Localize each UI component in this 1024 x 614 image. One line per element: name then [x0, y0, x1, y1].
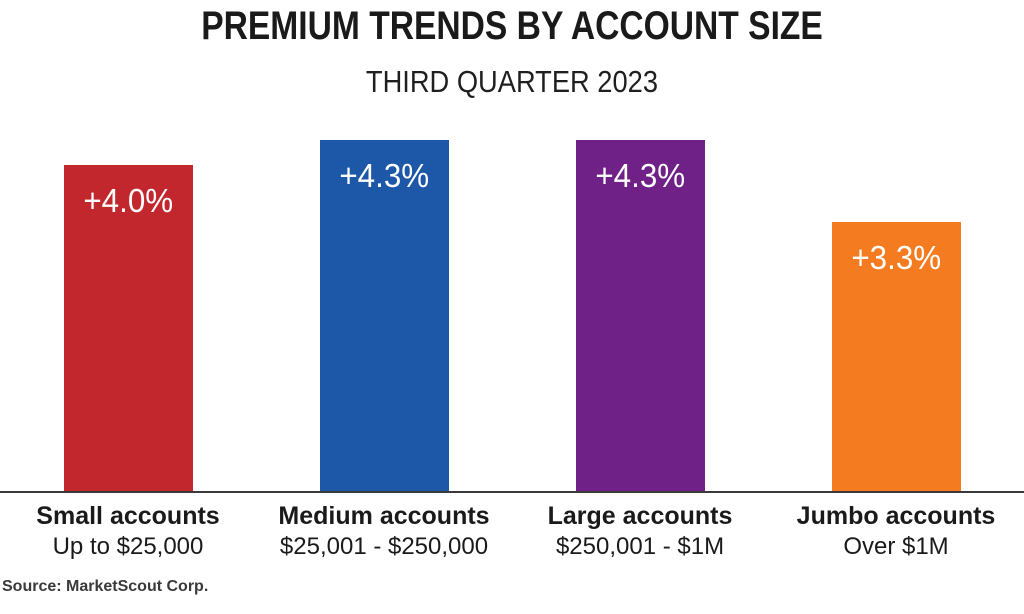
- category-range: $250,001 - $1M: [555, 533, 725, 560]
- x-axis-line: [0, 491, 1024, 493]
- category-range: $25,001 - $250,000: [279, 533, 489, 560]
- bar-value-label: +4.0%: [83, 182, 173, 219]
- bar: +4.3%: [575, 140, 705, 491]
- chart-subtitle-wrap: THIRD QUARTER 2023: [0, 64, 1024, 100]
- bar-column: +4.3%: [256, 0, 512, 491]
- bar-value-label: +4.3%: [595, 157, 685, 194]
- category-labels-row: Small accounts Up to $25,000 Medium acco…: [0, 501, 1024, 562]
- category-label: Jumbo accounts Over $1M: [768, 501, 1024, 562]
- bar: +4.3%: [319, 140, 449, 491]
- source-note: Source: MarketScout Corp.: [2, 578, 209, 595]
- bar-column: +3.3%: [768, 0, 1024, 491]
- page-title: PREMIUM TRENDS BY ACCOUNT SIZE: [201, 4, 823, 48]
- category-range: Up to $25,000: [52, 533, 204, 560]
- bar: +3.3%: [831, 222, 961, 491]
- bar-value-label: +4.3%: [339, 157, 429, 194]
- category-name: Medium accounts: [278, 502, 490, 530]
- bars-row: +4.0% +4.3% +4.3% +3.3%: [0, 0, 1024, 491]
- category-name: Large accounts: [547, 502, 733, 530]
- category-label: Small accounts Up to $25,000: [0, 501, 256, 562]
- bar-column: +4.0%: [0, 0, 256, 491]
- bar-column: +4.3%: [512, 0, 768, 491]
- category-name: Jumbo accounts: [796, 502, 996, 530]
- category-label: Medium accounts $25,001 - $250,000: [256, 501, 512, 562]
- category-range: Over $1M: [843, 533, 949, 560]
- bar-value-label: +3.3%: [851, 239, 941, 276]
- category-name: Small accounts: [36, 502, 220, 530]
- chart-header: PREMIUM TRENDS BY ACCOUNT SIZE: [0, 0, 1024, 48]
- bar: +4.0%: [63, 165, 193, 491]
- page-subtitle: THIRD QUARTER 2023: [365, 64, 659, 99]
- category-label: Large accounts $250,001 - $1M: [512, 501, 768, 562]
